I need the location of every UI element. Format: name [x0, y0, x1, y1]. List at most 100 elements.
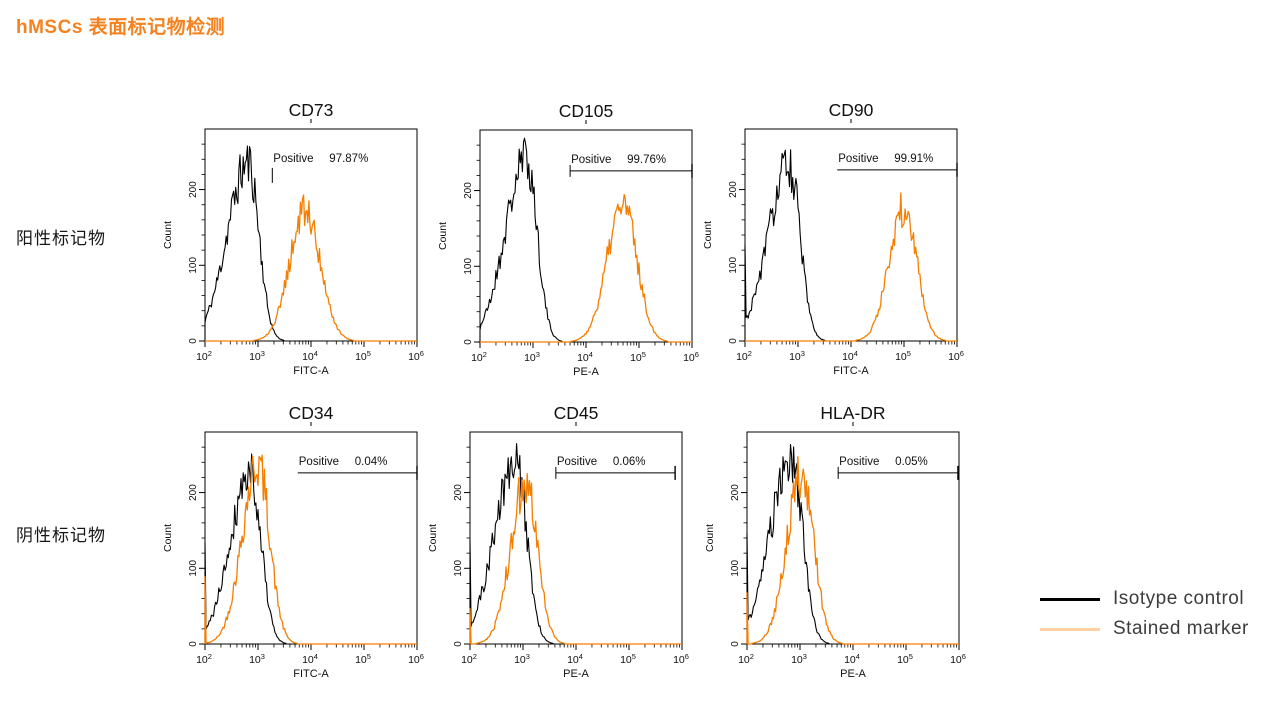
y-tick-label: 200 — [728, 181, 739, 198]
x-tick-label: 103 — [249, 652, 265, 666]
x-tick-label: 104 — [302, 652, 318, 666]
flow-histogram-CD45: CD45 102 103 104 105 106 PE-A 0 100 200 Count Posit… — [420, 396, 690, 696]
y-tick-label: 200 — [730, 484, 741, 501]
isotype-control-curve — [479, 137, 692, 343]
positive-annotation-label: Positive — [838, 153, 878, 165]
flow-histogram-CD90: CD90 102 103 104 105 106 FITC-A 0 100 200 Count Pos… — [695, 93, 965, 393]
panel-title: CD45 — [554, 403, 599, 423]
positive-annotation-value: 99.76% — [627, 154, 666, 166]
row-label-positive-markers: 阳性标记物 — [16, 229, 106, 248]
x-tick-label: 102 — [461, 652, 477, 666]
x-axis-label: PE-A — [573, 366, 599, 378]
y-tick-label: 200 — [188, 181, 199, 198]
isotype-control-curve — [469, 442, 682, 645]
x-tick-label: 105 — [355, 349, 371, 363]
y-axis-label: Count — [162, 524, 174, 552]
panel-title: CD90 — [829, 100, 874, 120]
stained-marker-curve — [205, 194, 417, 342]
isotype-control-line-swatch — [1040, 597, 1100, 601]
x-tick-label: 106 — [408, 349, 424, 363]
y-tick-label: 100 — [453, 560, 464, 577]
x-tick-label: 102 — [471, 350, 487, 364]
panel-title: HLA-DR — [820, 403, 885, 423]
x-tick-label: 106 — [948, 349, 964, 363]
legend: Isotype control Stained marker — [1040, 584, 1249, 644]
stained-marker-curve — [745, 192, 957, 342]
x-tick-label: 105 — [630, 350, 646, 364]
panel-title: CD105 — [559, 101, 613, 121]
histogram-svg-HLA-DR: HLA-DR 102 103 104 105 106 PE-A 0 100 200 Count Pos… — [704, 403, 966, 680]
y-tick-label: 200 — [453, 484, 464, 501]
y-tick-label: 0 — [453, 641, 464, 647]
x-tick-label: 104 — [302, 349, 318, 363]
positive-annotation-label: Positive — [571, 154, 611, 166]
positive-annotation-value: 99.91% — [894, 153, 933, 165]
x-tick-label: 105 — [897, 652, 913, 666]
legend-label-isotype: Isotype control — [1113, 588, 1245, 609]
histogram-svg-CD45: CD45 102 103 104 105 106 PE-A 0 100 200 Count Posit… — [427, 403, 689, 680]
isotype-control-curve — [746, 444, 959, 645]
panel-title: CD73 — [289, 100, 334, 120]
flow-histogram-CD73: CD73 102 103 104 105 106 FITC-A 0 100 200 Count Pos… — [155, 93, 425, 393]
y-tick-label: 100 — [188, 560, 199, 577]
x-tick-label: 102 — [736, 349, 752, 363]
isotype-control-curve — [204, 453, 417, 645]
y-tick-label: 100 — [463, 258, 474, 275]
x-tick-label: 104 — [577, 350, 593, 364]
x-tick-label: 103 — [791, 652, 807, 666]
isotype-control-curve — [204, 145, 417, 342]
y-axis-label: Count — [437, 222, 449, 250]
row-label-negative-markers: 阴性标记物 — [16, 526, 106, 545]
page-title: hMSCs 表面标记物检测 — [16, 17, 226, 38]
histogram-svg-CD73: CD73 102 103 104 105 106 FITC-A 0 100 200 Count Pos… — [162, 100, 424, 377]
flow-histogram-CD105: CD105 102 103 104 105 106 PE-A 0 100 200 Count Posi… — [430, 94, 700, 394]
x-tick-label: 103 — [789, 349, 805, 363]
positive-annotation-value: 0.05% — [895, 456, 928, 468]
stained-marker-curve — [204, 454, 417, 645]
x-tick-label: 102 — [196, 652, 212, 666]
y-axis-label: Count — [704, 524, 716, 552]
stained-marker-curve — [746, 455, 959, 645]
stained-marker-curve — [480, 193, 692, 343]
y-tick-label: 0 — [730, 641, 741, 647]
flow-histogram-CD34: CD34 102 103 104 105 106 FITC-A 0 100 200 Count Pos… — [155, 396, 425, 696]
y-tick-label: 0 — [463, 339, 474, 345]
positive-annotation-value: 97.87% — [329, 153, 368, 165]
x-tick-label: 106 — [683, 350, 699, 364]
y-tick-label: 100 — [728, 257, 739, 274]
x-tick-label: 105 — [355, 652, 371, 666]
x-tick-label: 102 — [196, 349, 212, 363]
x-tick-label: 105 — [895, 349, 911, 363]
x-tick-label: 106 — [673, 652, 689, 666]
x-tick-label: 106 — [408, 652, 424, 666]
legend-label-stained: Stained marker — [1113, 618, 1249, 639]
x-tick-label: 106 — [950, 652, 966, 666]
x-tick-label: 103 — [524, 350, 540, 364]
y-tick-label: 100 — [188, 257, 199, 274]
y-axis-label: Count — [427, 524, 439, 552]
x-axis-label: PE-A — [563, 668, 589, 680]
positive-annotation-label: Positive — [273, 153, 313, 165]
y-tick-label: 200 — [188, 484, 199, 501]
x-tick-label: 103 — [249, 349, 265, 363]
isotype-control-curve — [744, 149, 957, 342]
y-tick-label: 0 — [188, 641, 199, 647]
y-tick-label: 100 — [730, 560, 741, 577]
legend-item-stained: Stained marker — [1040, 614, 1249, 644]
histogram-svg-CD105: CD105 102 103 104 105 106 PE-A 0 100 200 Count Posi… — [437, 101, 699, 378]
y-tick-label: 0 — [188, 338, 199, 344]
legend-item-isotype: Isotype control — [1040, 584, 1249, 614]
stained-marker-curve — [469, 472, 682, 645]
x-tick-label: 103 — [514, 652, 530, 666]
positive-annotation-label: Positive — [557, 456, 597, 468]
x-tick-label: 105 — [620, 652, 636, 666]
x-tick-label: 104 — [567, 652, 583, 666]
positive-annotation-value: 0.04% — [355, 456, 388, 468]
y-tick-label: 200 — [463, 182, 474, 199]
flow-histogram-HLA-DR: HLA-DR 102 103 104 105 106 PE-A 0 100 200 Count Pos… — [697, 396, 967, 696]
panel-title: CD34 — [289, 403, 334, 423]
positive-annotation-value: 0.06% — [613, 456, 646, 468]
x-axis-label: FITC-A — [293, 668, 329, 680]
histogram-svg-CD34: CD34 102 103 104 105 106 FITC-A 0 100 200 Count Pos… — [162, 403, 424, 680]
